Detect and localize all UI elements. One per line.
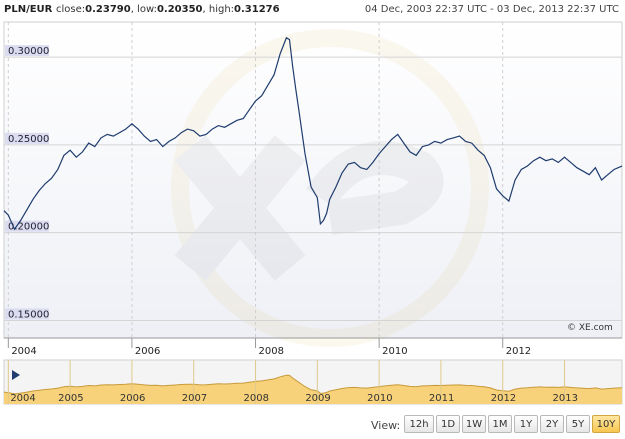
range-button-2y[interactable]: 2Y [540, 415, 564, 433]
range-button-1y[interactable]: 1Y [514, 415, 538, 433]
range-button-1d[interactable]: 1D [436, 415, 460, 433]
navigator-year-label: 2011 [429, 393, 454, 404]
navigator[interactable]: 2004 2005 2006 2007 2008 2009 2010 2011 2012 2013 [0, 358, 625, 406]
navigator-year-label: 2013 [553, 393, 578, 404]
y-tick-bg [5, 45, 49, 57]
price-line [3, 36, 623, 231]
currency-pair: PLN/EUR [4, 4, 53, 15]
y-axis: 0.15000 0.20000 0.25000 0.30000 [5, 45, 49, 320]
y-tick-label: 0.20000 [8, 222, 49, 233]
view-label: View: [371, 419, 401, 432]
navigator-year-label: 2006 [120, 393, 145, 404]
navigator-year-label: 2007 [182, 393, 207, 404]
date-range: 04 Dec, 2003 22:37 UTC - 03 Dec, 2013 22… [364, 4, 619, 15]
close-label: close: [56, 4, 86, 15]
grid [4, 22, 622, 338]
view-controls: View: 12h 1D 1W 1M 1Y 2Y 5Y 10Y [0, 411, 625, 437]
x-axis: 2004 2006 2008 2010 2012 [7, 338, 531, 357]
range-button-12h[interactable]: 12h [404, 415, 434, 433]
low-value: 0.20350 [156, 4, 203, 15]
range-button-1w[interactable]: 1W [462, 415, 486, 433]
navigator-year-label: 2004 [10, 393, 35, 404]
y-tick-label: 0.15000 [8, 309, 49, 320]
y-tick-label: 0.25000 [8, 134, 49, 145]
x-tick-label: 2008 [259, 346, 284, 357]
navigator-year-label: 2012 [491, 393, 516, 404]
navigator-year-label: 2005 [58, 393, 83, 404]
range-button-5y[interactable]: 5Y [566, 415, 590, 433]
range-button-1m[interactable]: 1M [488, 415, 512, 433]
x-tick-label: 2012 [506, 346, 531, 357]
xe-credit: © XE.com [567, 323, 613, 333]
price-stats: close:0.23790, low:0.20350, high:0.31276 [56, 4, 280, 15]
low-label: low: [137, 4, 157, 15]
y-tick-bg [5, 220, 49, 232]
play-icon[interactable] [12, 370, 20, 380]
high-value: 0.31276 [234, 4, 280, 15]
navigator-line [3, 374, 623, 395]
y-tick-bg [5, 132, 49, 144]
chart-header: PLN/EUR close:0.23790, low:0.20350, high… [0, 0, 625, 18]
high-label: high: [208, 4, 235, 15]
navigator-year-label: 2010 [367, 393, 392, 404]
y-tick-label: 0.30000 [8, 46, 49, 57]
navigator-year-label: 2008 [244, 393, 269, 404]
plot-area [3, 21, 623, 339]
navigator-area [4, 375, 622, 404]
x-tick-label: 2010 [382, 346, 407, 357]
x-tick-label: 2004 [11, 346, 36, 357]
x-tick-label: 2006 [135, 346, 160, 357]
navigator-year-label: 2009 [305, 393, 330, 404]
close-value: 0.23790 [85, 4, 131, 15]
y-tick-bg [5, 308, 49, 320]
range-button-10y[interactable]: 10Y [592, 415, 620, 433]
navigator-years: 2004 2005 2006 2007 2008 2009 2010 2011 2012 2013 [7, 360, 578, 404]
